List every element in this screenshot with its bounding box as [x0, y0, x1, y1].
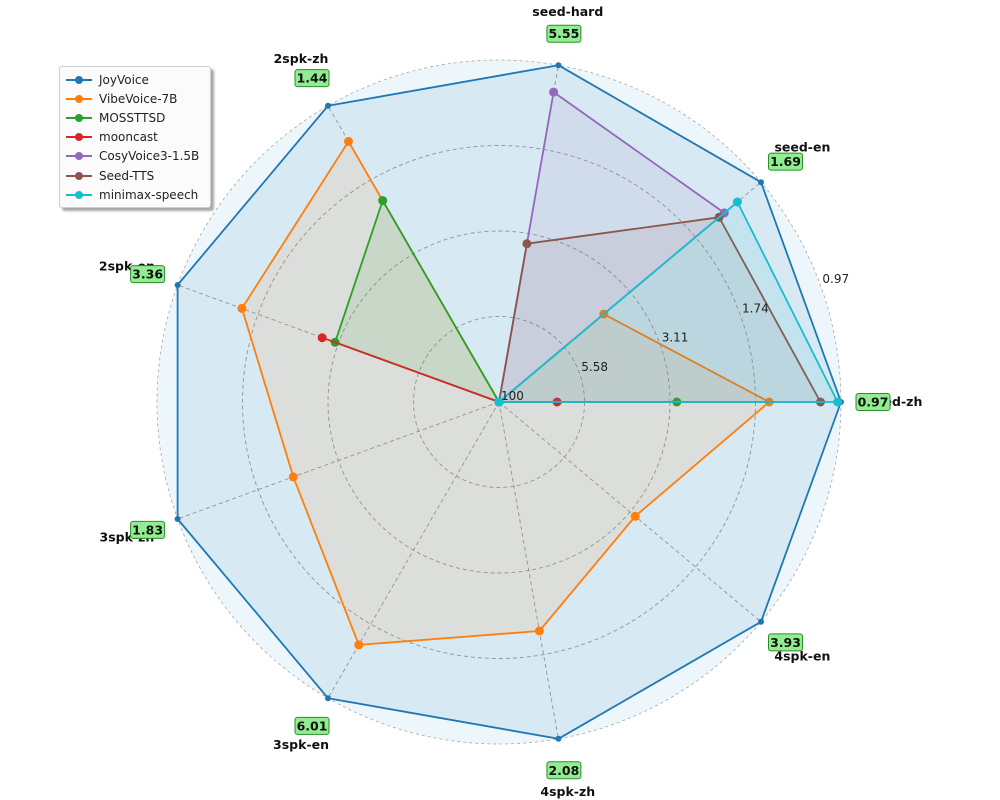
axis-label-seed-hard: seed-hard: [532, 4, 603, 19]
series-1-point-8: [630, 511, 640, 521]
legend-swatch-4: [66, 150, 92, 162]
series-1-point-4: [237, 303, 247, 313]
value-label-3spk-zh: 1.83: [132, 522, 163, 537]
series-6-point-1: [732, 197, 742, 207]
legend-item-3: mooncast: [60, 128, 210, 147]
value-badge-seed-hard: [546, 24, 582, 43]
value-badge-3spk-zh: [130, 520, 166, 539]
legend-label-0: JoyVoice: [99, 72, 149, 87]
legend-item-5: Seed-TTS: [60, 166, 210, 185]
legend-swatch-1: [66, 93, 92, 105]
value-label-4spk-zh: 2.08: [548, 763, 579, 778]
legend-item-1: VibeVoice-7B: [60, 89, 210, 108]
value-badge-3spk-en: [294, 716, 330, 735]
legend-label-1: VibeVoice-7B: [99, 91, 178, 106]
series-5-point-2: [522, 239, 532, 249]
legend-label-3: mooncast: [99, 130, 158, 145]
ring-label-0: 100: [501, 389, 524, 403]
value-label-2spk-zh: 1.44: [297, 71, 328, 86]
value-badge-seed-zh: [855, 393, 891, 411]
value-label-4spk-en: 3.93: [770, 635, 801, 650]
series-0-point-8: [758, 618, 764, 625]
value-badge-2spk-zh: [294, 69, 330, 88]
legend-item-6: minimax-speech: [60, 185, 210, 204]
series-1-point-5: [288, 472, 298, 482]
series-0-point-6: [325, 695, 331, 702]
spoke-3spk-en: [327, 401, 500, 699]
legend-item-0: JoyVoice: [60, 70, 210, 89]
spoke-4spk-en: [498, 401, 762, 623]
legend-swatch-6: [66, 189, 92, 201]
axis-label-4spk-en: 4spk-en: [774, 649, 830, 664]
legend-label-5: Seed-TTS: [99, 168, 155, 183]
axis-label-seed-en: seed-en: [774, 140, 830, 155]
series-6-point-0: [833, 397, 843, 407]
series-2-point-3: [378, 196, 388, 206]
series-1-point-6: [354, 640, 364, 650]
legend-swatch-0: [66, 74, 92, 86]
spoke-4spk-zh: [498, 401, 559, 739]
series-0-point-1: [758, 179, 764, 186]
legend-label-4: CosyVoice3-1.5B: [99, 149, 200, 164]
axis-label-2spk-zh: 2spk-zh: [274, 51, 329, 66]
legend-item-2: MOSSTTSD: [60, 108, 210, 127]
legend-swatch-5: [66, 170, 92, 182]
spoke-3spk-zh: [177, 401, 500, 520]
legend-label-2: MOSSTTSD: [99, 110, 166, 125]
legend-swatch-2: [66, 112, 92, 124]
series-6-point-8: [494, 397, 504, 407]
legend-label-6: minimax-speech: [99, 187, 199, 202]
axis-label-4spk-zh: 4spk-zh: [540, 784, 595, 799]
series-1-point-3: [344, 136, 353, 146]
series-0-point-5: [174, 516, 181, 522]
value-label-seed-en: 1.69: [770, 154, 801, 169]
series-6-line: [498, 201, 839, 403]
series-4-point-2: [549, 87, 559, 97]
series-3-point-4: [317, 333, 327, 343]
ring-label-4: 0.97: [822, 272, 849, 286]
legend: JoyVoice VibeVoice-7B MOSSTTSD mooncast Cosy…: [59, 66, 211, 209]
value-badge-seed-en: [768, 152, 803, 171]
series-0-point-7: [555, 735, 562, 742]
ring-label-1: 5.58: [581, 360, 608, 374]
value-label-3spk-en: 6.01: [297, 718, 328, 733]
series-0-point-4: [174, 282, 181, 288]
series-0-point-2: [555, 62, 562, 69]
value-label-seed-zh: 0.97: [858, 395, 889, 410]
axis-label-3spk-en: 3spk-en: [273, 737, 329, 752]
series-1-point-7: [534, 626, 544, 636]
value-label-2spk-en: 3.36: [132, 267, 163, 282]
series-0-point-3: [325, 102, 331, 109]
legend-item-4: CosyVoice3-1.5B: [60, 147, 210, 166]
value-badge-4spk-zh: [546, 761, 582, 780]
legend-swatch-3: [66, 131, 92, 143]
ring-label-3: 1.74: [742, 301, 769, 315]
value-label-seed-hard: 5.55: [548, 26, 579, 41]
value-badge-2spk-en: [130, 265, 166, 284]
value-badge-4spk-en: [768, 633, 803, 652]
ring-label-2: 3.11: [662, 331, 689, 345]
